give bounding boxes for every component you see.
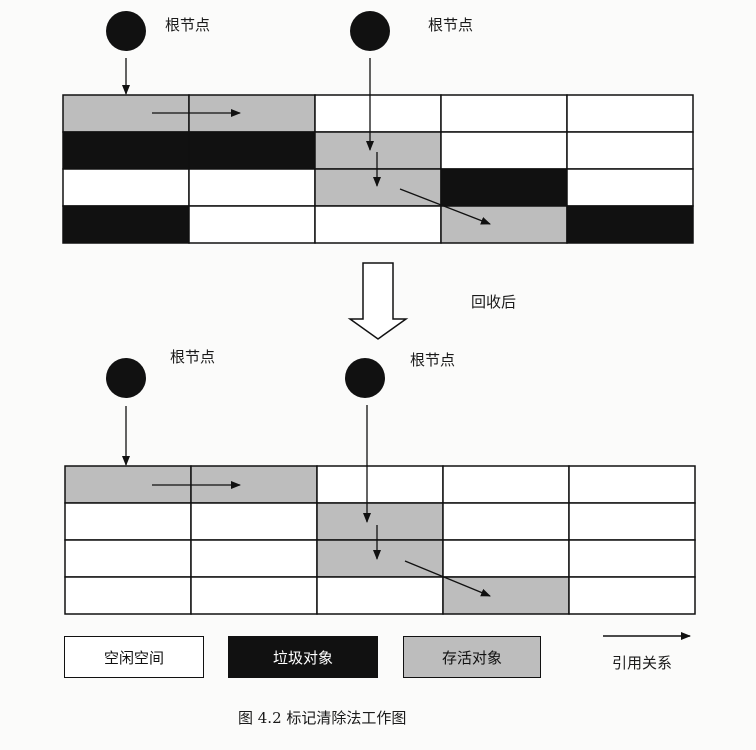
before-reference-arrows (122, 58, 491, 225)
legend-alive-label: 存活对象 (441, 648, 502, 667)
heap-cell-free (440, 94, 568, 133)
legend-alive-object: 存活对象 (403, 636, 541, 678)
heap-cell-free (316, 465, 444, 504)
heap-cell-free (566, 168, 694, 207)
after-reference-arrows (122, 405, 491, 597)
after-heap-grid (64, 465, 696, 615)
collection-down-arrow (347, 262, 409, 340)
heap-cell-alive (440, 205, 568, 244)
reference-arrow (399, 188, 491, 225)
heap-cell-free (568, 465, 696, 504)
heap-cell-free (314, 205, 442, 244)
heap-cell-garbage (188, 131, 316, 170)
before-heap-grid (62, 94, 694, 244)
root-node-2-before (350, 11, 390, 51)
after-collection-label: 回收后 (471, 293, 517, 311)
heap-cell-free (190, 502, 318, 541)
root-node-1-before (106, 11, 146, 51)
heap-cell-alive (314, 131, 442, 170)
heap-cell-free (442, 502, 570, 541)
legend-garbage-object: 垃圾对象 (228, 636, 378, 678)
heap-cell-free (566, 94, 694, 133)
heap-cell-free (440, 131, 568, 170)
heap-cell-free (566, 131, 694, 170)
legend-reference-label: 引用关系 (612, 654, 673, 672)
heap-cell-free (190, 576, 318, 615)
reference-arrow (404, 560, 491, 597)
heap-cell-free (568, 539, 696, 578)
heap-cell-garbage (62, 131, 190, 170)
root-node-1-after (106, 358, 146, 398)
heap-cell-free (188, 168, 316, 207)
root-label-1-after: 根节点 (170, 348, 216, 366)
heap-cell-alive (316, 539, 444, 578)
root-label-1-before: 根节点 (165, 16, 211, 34)
heap-cell-free (188, 205, 316, 244)
legend-garbage-label: 垃圾对象 (272, 648, 333, 667)
heap-cell-free (190, 539, 318, 578)
heap-cell-garbage (566, 205, 694, 244)
heap-cell-free (442, 539, 570, 578)
heap-cell-free (442, 465, 570, 504)
legend-free-label: 空闲空间 (103, 648, 164, 667)
heap-cell-garbage (440, 168, 568, 207)
root-node-2-after (345, 358, 385, 398)
heap-cell-free (568, 576, 696, 615)
heap-cell-free (64, 539, 192, 578)
heap-cell-garbage (62, 205, 190, 244)
root-label-2-after: 根节点 (410, 351, 456, 369)
heap-cell-alive (442, 576, 570, 615)
figure-caption: 图 4.2 标记清除法工作图 (238, 709, 407, 727)
legend-free-space: 空闲空间 (64, 636, 204, 678)
root-label-2-before: 根节点 (428, 16, 474, 34)
heap-cell-free (62, 168, 190, 207)
heap-cell-free (64, 502, 192, 541)
heap-cell-free (64, 576, 192, 615)
heap-cell-free (568, 502, 696, 541)
heap-cell-alive (314, 168, 442, 207)
heap-cell-free (316, 576, 444, 615)
heap-cell-alive (316, 502, 444, 541)
heap-cell-free (314, 94, 442, 133)
